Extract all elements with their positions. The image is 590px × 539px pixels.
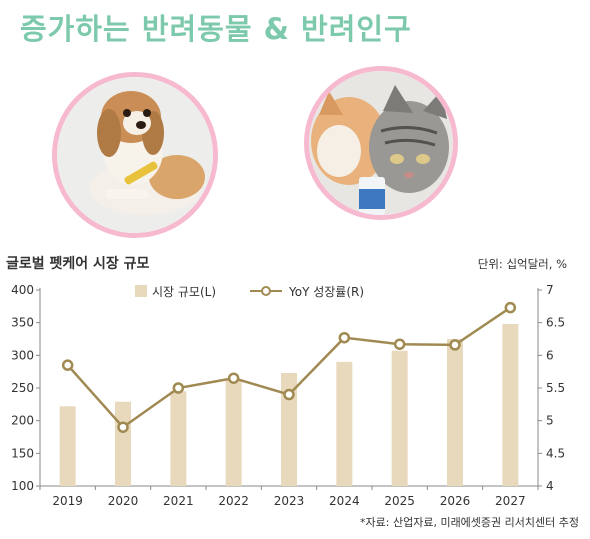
left-tick-label: 150 — [11, 446, 34, 460]
bar-2022 — [225, 380, 242, 486]
left-tick-label: 400 — [11, 283, 34, 297]
yoy-point-2023 — [283, 388, 295, 401]
yoy-point-2022 — [227, 372, 240, 384]
x-tick-label: 2025 — [384, 494, 415, 508]
x-tick-label: 2019 — [52, 494, 83, 508]
x-tick-label: 2027 — [495, 494, 526, 508]
right-tick-label: 4.5 — [546, 446, 565, 460]
yoy-point-2020 — [117, 421, 129, 433]
legend-bar-swatch — [135, 285, 147, 297]
legend-line-label: YoY 성장률(R) — [288, 285, 364, 299]
bar-2019 — [59, 406, 76, 486]
x-tick-label: 2023 — [274, 494, 305, 508]
left-tick-label: 200 — [11, 414, 34, 428]
bar-2027 — [502, 323, 519, 486]
bar-2026 — [447, 339, 463, 486]
left-tick-label: 300 — [11, 348, 34, 362]
bar-2021 — [170, 391, 187, 486]
yoy-point-2026 — [449, 339, 461, 351]
right-tick-label: 6 — [546, 348, 554, 362]
yoy-point-2019 — [61, 359, 74, 371]
left-tick-label: 350 — [11, 316, 34, 330]
x-tick-label: 2020 — [108, 494, 139, 508]
legend-bar-label: 시장 규모(L) — [152, 285, 216, 299]
chart-title: 글로벌 펫케어 시장 규모 — [6, 255, 150, 272]
left-tick-label: 250 — [11, 381, 34, 395]
yoy-point-2027 — [504, 301, 517, 314]
right-tick-label: 6.5 — [546, 316, 565, 330]
right-tick-label: 4 — [546, 479, 554, 493]
bar-2023 — [281, 372, 297, 486]
cats-photo — [304, 66, 458, 220]
right-tick-label: 5.5 — [546, 381, 565, 395]
x-tick-label: 2022 — [218, 494, 249, 508]
right-tick-label: 7 — [546, 283, 554, 297]
left-tick-label: 100 — [11, 479, 34, 493]
bar-2024 — [336, 361, 353, 486]
yoy-point-2024 — [338, 331, 351, 344]
x-tick-label: 2021 — [163, 494, 194, 508]
x-tick-label: 2024 — [329, 494, 360, 508]
yoy-point-2025 — [393, 338, 406, 350]
dog-photo — [52, 72, 218, 238]
source-note: *자료: 산업자료, 미래에셋증권 리서치센터 추정 — [360, 516, 579, 529]
unit-label: 단위: 십억달러, % — [478, 257, 567, 271]
right-tick-label: 5 — [546, 414, 554, 428]
x-tick-label: 2026 — [440, 494, 471, 508]
legend: 시장 규모(L) YoY 성장률(R) — [135, 285, 364, 299]
bar-2025 — [391, 350, 408, 486]
yoy-point-2021 — [172, 382, 185, 394]
banner-title: 증가하는 반려동물 & 반려인구 — [20, 12, 412, 46]
legend-line-marker — [261, 286, 271, 296]
bar-2020 — [115, 401, 131, 486]
